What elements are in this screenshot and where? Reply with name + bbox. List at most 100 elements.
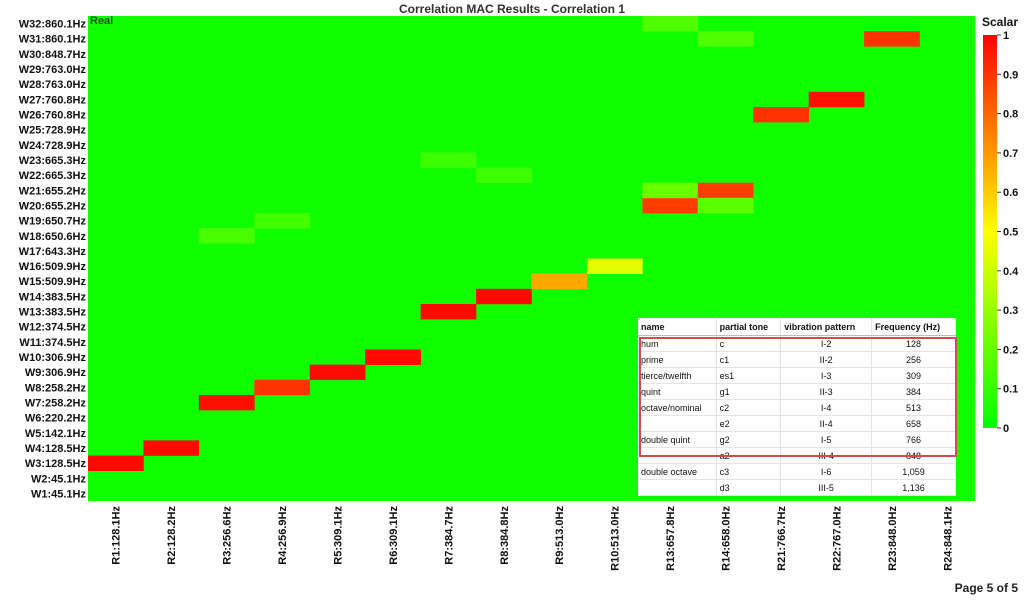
table-row: d3 III-5 1,136 — [638, 479, 956, 496]
y-tick-label: W3:128.5Hz — [25, 458, 87, 470]
table-cell: c3 — [716, 463, 782, 480]
x-tick-label: R22:767.0Hz — [831, 506, 843, 571]
table-cell: 658 — [871, 415, 956, 432]
table-row: prime c1 II-2 256 — [638, 351, 956, 368]
table-cell: 1,059 — [871, 463, 956, 480]
x-tick-label: R24:848.1Hz — [942, 506, 954, 571]
x-tick-label: R4:256.9Hz — [277, 506, 289, 565]
page-indicator: Page 5 of 5 — [954, 581, 1018, 595]
y-tick-label: W23:665.3Hz — [19, 155, 87, 167]
table-cell: 766 — [871, 431, 956, 448]
y-tick-label: W25:728.9Hz — [19, 125, 87, 137]
y-tick-label: W22:665.3Hz — [19, 170, 87, 182]
heatmap-cells — [88, 16, 975, 501]
table-row: double quint g2 I-5 766 — [638, 431, 956, 448]
heatmap-cell — [143, 440, 200, 456]
y-tick-label: W19:650.7Hz — [19, 216, 87, 228]
table-header-cell: partial tone — [716, 318, 782, 336]
x-tick-label: R2:128.2Hz — [166, 506, 178, 565]
colorbar-tick-label: 0.5 — [1003, 227, 1018, 239]
y-tick-label: W15:509.9Hz — [19, 276, 87, 288]
table-cell: double quint — [638, 431, 717, 448]
table-cell: II-2 — [780, 351, 873, 368]
y-tick-label: W21:655.2Hz — [19, 185, 87, 197]
heatmap-cell — [309, 364, 366, 381]
table-cell: 256 — [871, 351, 956, 368]
heatmap-cell — [365, 349, 421, 365]
table-header-cell: vibration pattern — [780, 318, 873, 336]
table-cell: d3 — [716, 479, 782, 496]
colorbar-tick-label: 0.6 — [1003, 187, 1018, 199]
y-tick-label: W16:509.9Hz — [19, 261, 87, 273]
chart-title: Correlation MAC Results - Correlation 1 — [399, 2, 625, 16]
table-cell: g1 — [716, 383, 782, 400]
table-header-row: name partial tone vibration pattern Frequen… — [638, 318, 956, 336]
real-mode-label: Real — [90, 15, 114, 27]
table-cell: hum — [638, 335, 717, 352]
colorbar-tick-label: 1 — [1003, 30, 1009, 42]
colorbar-tick-label: 0.2 — [1003, 344, 1018, 356]
table-cell — [638, 415, 717, 432]
table-cell: I-3 — [780, 367, 873, 384]
table-cell: a2 — [716, 447, 782, 464]
x-tick-label: R10:513.0Hz — [610, 506, 622, 571]
table-cell — [638, 479, 717, 496]
table-row: octave/nominal c2 I-4 513 — [638, 399, 956, 416]
x-tick-label: R7:384.7Hz — [443, 506, 455, 565]
table-cell: II-4 — [780, 415, 873, 432]
x-tick-label: R21:766.7Hz — [776, 506, 788, 571]
heatmap-cell — [586, 258, 643, 274]
table-cell: II-3 — [780, 383, 873, 400]
y-tick-label: W30:848.7Hz — [19, 49, 87, 61]
table-cell: c2 — [716, 399, 782, 416]
table-row: e2 II-4 658 — [638, 415, 956, 432]
table-cell: quint — [638, 383, 717, 400]
y-tick-label: W7:258.2Hz — [25, 397, 87, 409]
heatmap-cell — [697, 31, 754, 47]
y-tick-label: W4:128.5Hz — [25, 443, 87, 455]
table-row: hum c I-2 128 — [638, 335, 956, 352]
colorbar-tick-label: 0.3 — [1003, 305, 1018, 317]
table-row: double octave c3 I-6 1,059 — [638, 463, 956, 480]
x-tick-label: R14:658.0Hz — [721, 506, 733, 571]
table-body: hum c I-2 128 prime c1 II-2 256 tierce/twelfth es… — [638, 335, 956, 496]
heatmap-cell — [254, 379, 311, 396]
heatmap-cell — [753, 106, 809, 123]
heatmap-cell — [476, 167, 532, 184]
heatmap-cell — [476, 288, 532, 305]
y-tick-label: W8:258.2Hz — [25, 382, 87, 394]
heatmap-cell — [88, 455, 144, 471]
y-tick-label: W28:763.0Hz — [19, 79, 87, 91]
heatmap-cell — [198, 394, 255, 411]
table-cell: double octave — [638, 463, 717, 480]
y-tick-label: W26:760.8Hz — [19, 110, 87, 122]
heatmap-cell — [642, 197, 699, 214]
table-cell: 513 — [871, 399, 956, 416]
y-tick-label: W24:728.9Hz — [19, 140, 87, 152]
y-tick-label: W6:220.2Hz — [25, 413, 87, 425]
heatmap-cell — [697, 182, 754, 199]
x-tick-label: R23:848.0Hz — [887, 506, 899, 571]
colorbar-label: Scalar — [982, 15, 1018, 29]
heatmap-cell — [254, 213, 311, 229]
table-cell: prime — [638, 351, 717, 368]
table-cell: 384 — [871, 383, 956, 400]
table-cell: III-4 — [780, 447, 873, 464]
y-tick-label: W29:763.0Hz — [19, 64, 87, 76]
y-tick-label: W11:374.5Hz — [19, 337, 86, 349]
y-tick-label: W20:655.2Hz — [19, 200, 87, 212]
table-row: a2 III-4 848 — [638, 447, 956, 464]
table-cell: 848 — [871, 447, 956, 464]
table-header-cell: Frequency (Hz) — [871, 318, 956, 336]
table-cell — [638, 447, 717, 464]
table-cell: tierce/twelfth — [638, 367, 717, 384]
heatmap-cell — [864, 31, 920, 47]
table-cell: I-4 — [780, 399, 873, 416]
heatmap-cell — [808, 91, 865, 108]
x-tick-label: R1:128.1Hz — [111, 506, 123, 565]
x-tick-label: R5:309.1Hz — [332, 506, 344, 565]
y-tick-label: W9:306.9Hz — [25, 367, 87, 379]
y-tick-label: W2:45.1Hz — [31, 473, 87, 485]
colorbar-tick-label: 0.4 — [1003, 266, 1019, 278]
table-cell: e2 — [716, 415, 782, 432]
